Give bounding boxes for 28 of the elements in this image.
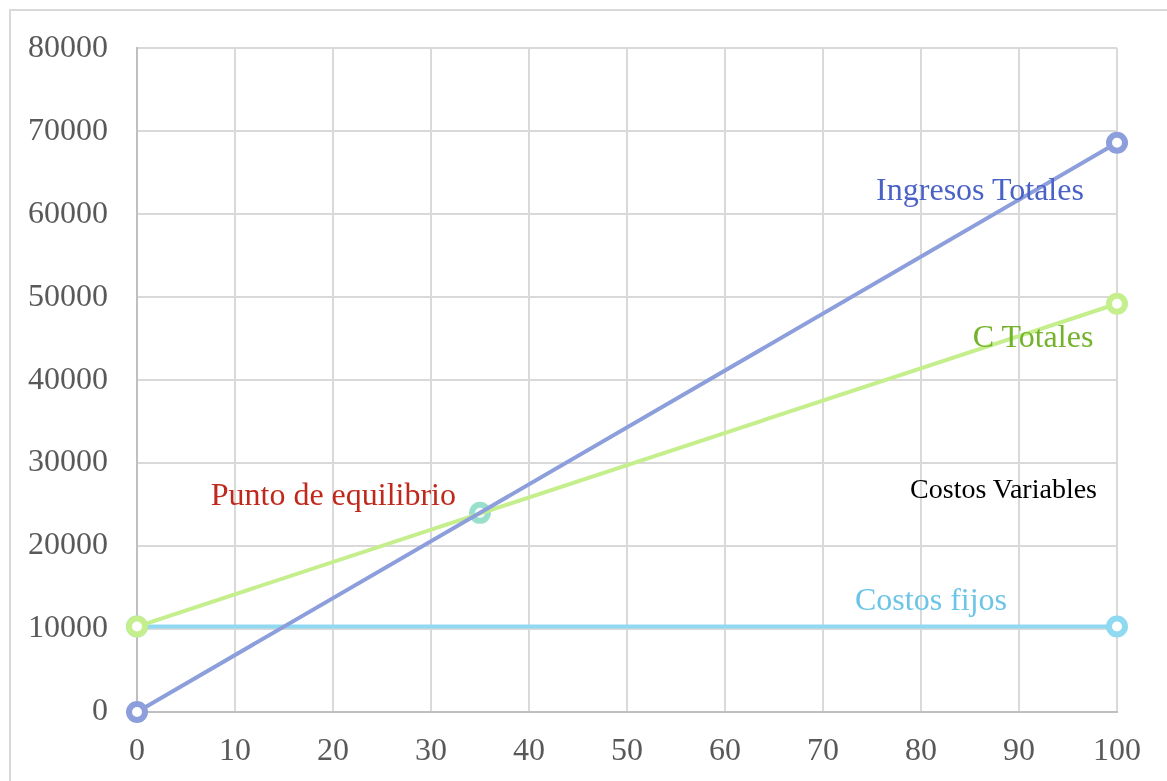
- point: [126, 701, 148, 723]
- series-label: C Totales: [972, 318, 1094, 355]
- y-tick-label: 70000: [28, 110, 108, 147]
- x-tick-label: 70: [807, 730, 839, 767]
- point: [1106, 615, 1128, 638]
- y-tick-label: 0: [92, 691, 108, 728]
- x-tick-label: 100: [1093, 730, 1141, 767]
- y-tick-label: 30000: [28, 442, 108, 479]
- point: [1106, 131, 1128, 154]
- series-label: Punto de equilibrio: [210, 476, 456, 513]
- x-tick-label: 10: [219, 730, 251, 767]
- point: [1106, 292, 1128, 315]
- y-tick-label: 20000: [28, 525, 108, 562]
- x-tick-label: 30: [415, 730, 447, 767]
- y-tick-label: 40000: [28, 359, 108, 396]
- y-tick-label: 50000: [28, 276, 108, 313]
- annotation: Costos Variables: [910, 472, 1097, 504]
- x-tick-label: 40: [513, 730, 545, 767]
- y-tick-label: 60000: [28, 193, 108, 230]
- y-tick-label: 80000: [28, 27, 108, 64]
- x-tick-label: 50: [611, 730, 643, 767]
- x-tick-label: 90: [1003, 730, 1035, 767]
- x-tick-label: 80: [905, 730, 937, 767]
- x-tick-label: 60: [709, 730, 741, 767]
- x-tick-label: 0: [129, 730, 145, 767]
- y-tick-label: 10000: [28, 608, 108, 645]
- x-tick-label: 20: [317, 730, 349, 767]
- series-label: Costos fijos: [854, 580, 1008, 617]
